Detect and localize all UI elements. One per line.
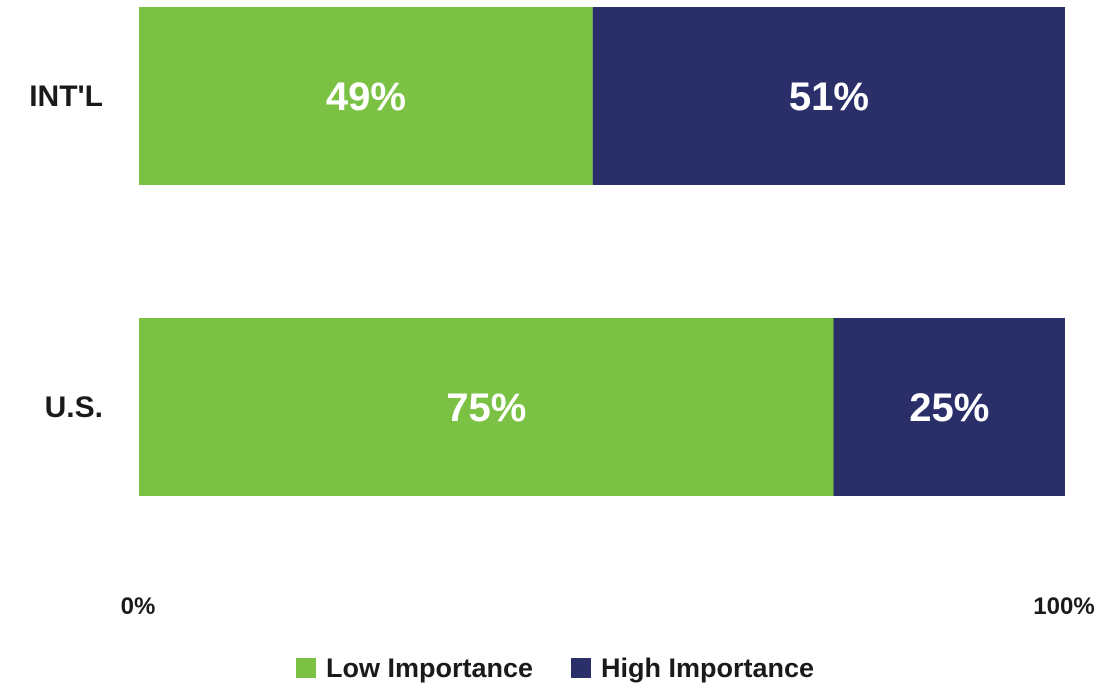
legend-item: Low Importance	[295, 652, 533, 684]
data-label: 25%	[909, 386, 989, 430]
data-label: 75%	[446, 386, 526, 430]
legend-label: High Importance	[601, 652, 815, 683]
category-labels: INT'L U.S.	[29, 80, 103, 424]
category-label: INT'L	[29, 80, 103, 113]
category-label: U.S.	[45, 391, 103, 424]
legend-label: Low Importance	[325, 652, 533, 683]
legend: Low Importance High Importance	[0, 648, 1110, 688]
bars-group: 49% 51% 75% 25%	[139, 7, 1065, 496]
data-label: 49%	[326, 75, 406, 119]
legend-swatch	[571, 658, 591, 678]
data-label: 51%	[789, 75, 869, 119]
x-tick-labels: 0% 100%	[121, 593, 1095, 620]
x-tick-label: 100%	[1033, 593, 1094, 620]
bar-segment	[833, 318, 1065, 496]
legend-swatch	[295, 658, 316, 678]
bar-segment	[139, 318, 834, 496]
x-tick-label: 0%	[121, 593, 156, 620]
bar-segment	[592, 7, 1065, 185]
legend-item: High Importance	[571, 653, 814, 684]
bar-segment	[139, 7, 593, 185]
